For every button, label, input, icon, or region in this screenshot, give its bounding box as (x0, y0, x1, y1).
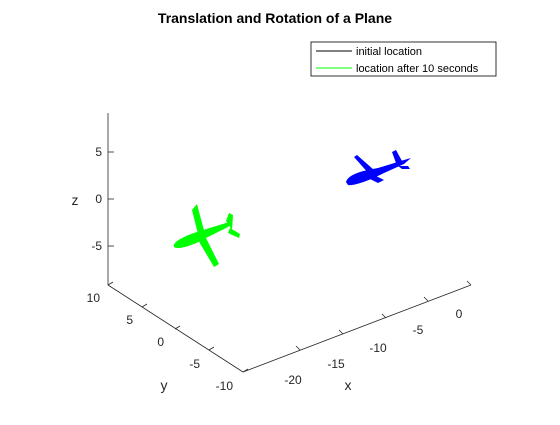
plane-after-wing (192, 204, 206, 242)
plane-after-tail (226, 213, 233, 230)
z-axis-label: z (72, 192, 79, 208)
plane-initial-stabilizer (398, 166, 410, 169)
y-ticks: 10 5 0 -5 -10 (87, 281, 249, 393)
y-tick-mark (208, 346, 215, 351)
y-tick-mark (174, 325, 181, 330)
x-ticks: -20 -15 -10 -5 0 (284, 280, 472, 387)
y-tick-label: -5 (189, 357, 200, 371)
y-tick-label: 0 (157, 335, 164, 349)
plane-initial-wing (366, 176, 384, 183)
x-tick-mark (466, 280, 472, 286)
z-ticks: 5 0 -5 (91, 145, 114, 253)
y-tick-mark (141, 303, 148, 308)
y-tick-mark (242, 368, 249, 373)
z-tick-label: 5 (95, 145, 102, 159)
x-tick-mark (295, 345, 301, 351)
x-tick-label: 0 (456, 307, 463, 321)
z-tick-label: -5 (91, 239, 102, 253)
plane-initial-location (346, 150, 411, 186)
legend[interactable]: initial location location after 10 secon… (310, 41, 497, 77)
x-tick-mark (338, 329, 344, 335)
plane-after-10-seconds (173, 204, 240, 267)
plane-initial-fuselage (346, 158, 411, 186)
x-axis-label: x (345, 377, 352, 393)
y-tick-label: -10 (216, 379, 234, 393)
plane-initial-wing (354, 155, 374, 175)
x-tick-mark (423, 296, 429, 302)
x-tick-label: -5 (413, 323, 424, 337)
x-tick-label: -10 (369, 341, 387, 355)
plane-after-stabilizer (228, 228, 240, 238)
x-tick-mark (381, 313, 387, 319)
y-axis-label: y (161, 377, 168, 393)
y-tick-mark (107, 281, 114, 286)
x-tick-label: -20 (284, 373, 302, 387)
plane-after-wing (198, 238, 219, 267)
x-axis-line (242, 284, 472, 373)
z-tick-label: 0 (95, 192, 102, 206)
legend-label-initial: initial location (356, 46, 422, 58)
chart-title: Translation and Rotation of a Plane (158, 10, 392, 26)
plane-initial-tail (392, 150, 402, 163)
y-tick-label: 10 (87, 291, 101, 305)
legend-box (310, 41, 497, 77)
y-tick-label: 5 (126, 313, 133, 327)
legend-label-after: location after 10 seconds (356, 63, 479, 75)
x-tick-label: -15 (327, 357, 345, 371)
